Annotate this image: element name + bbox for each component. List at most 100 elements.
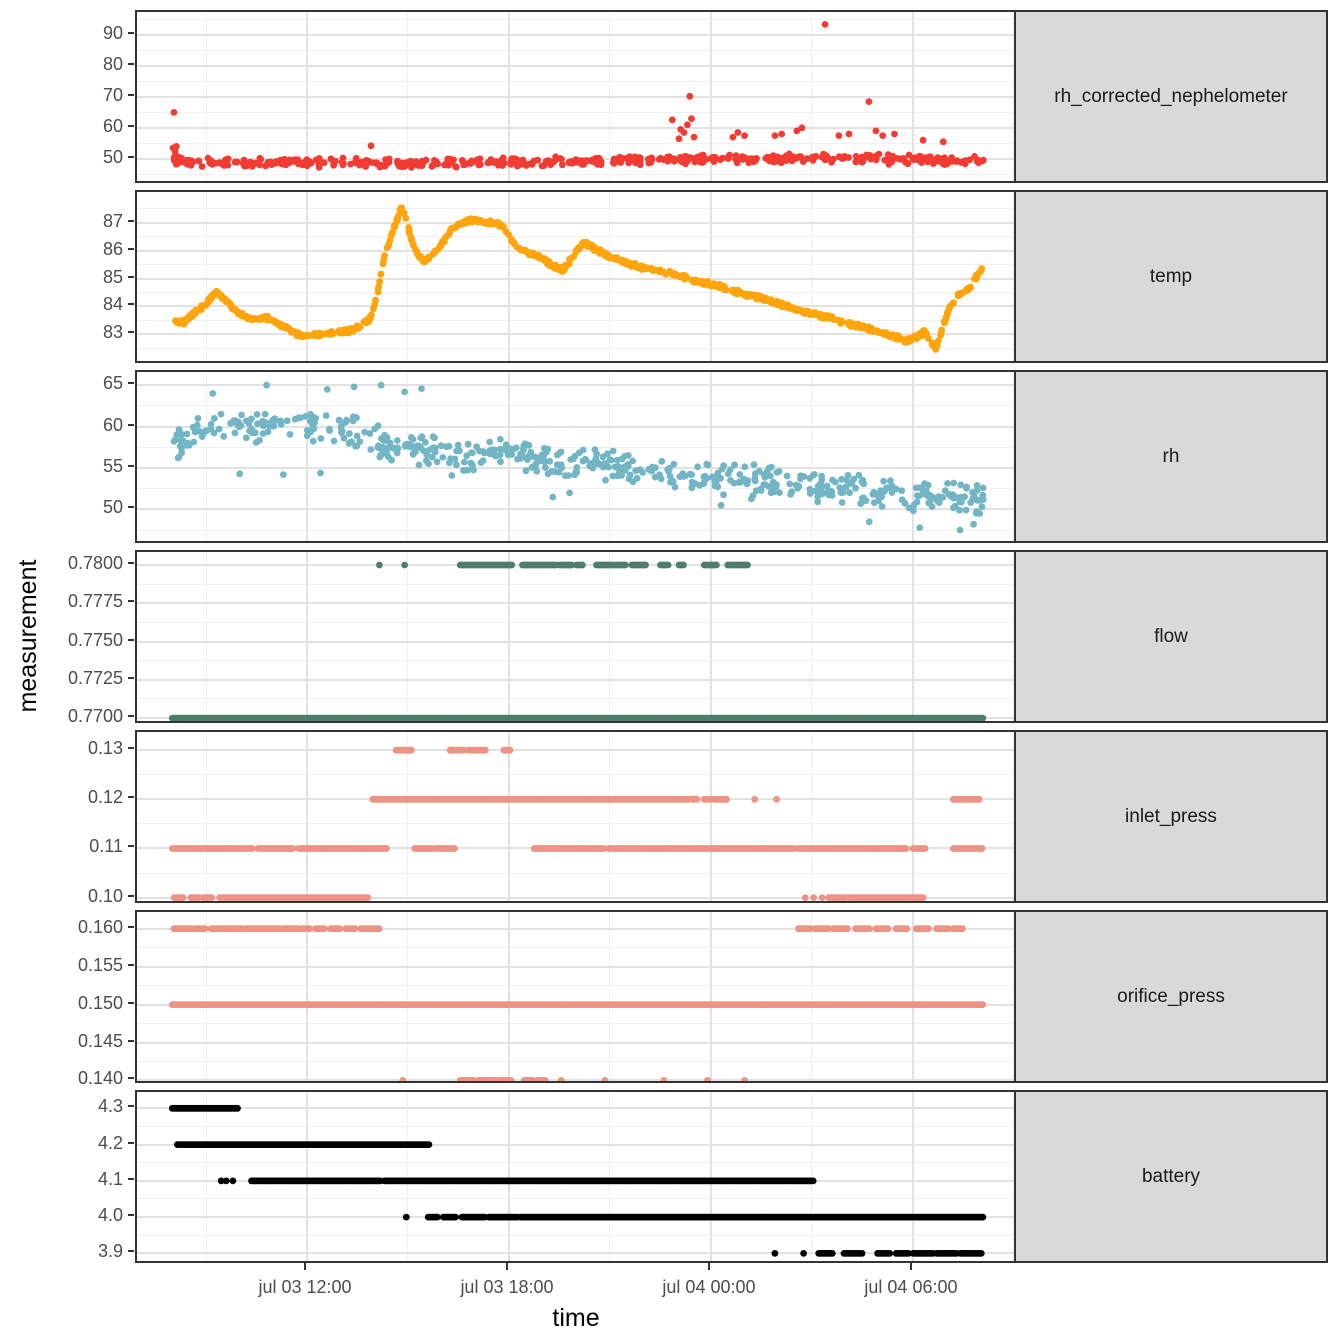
data-point xyxy=(910,156,918,164)
y-tick-label: 0.150 xyxy=(77,992,123,1013)
data-point xyxy=(732,155,739,163)
gridline-minor xyxy=(137,405,1014,407)
data-point xyxy=(561,472,569,480)
data-point xyxy=(217,410,225,418)
data-point xyxy=(656,268,664,276)
data-point xyxy=(690,133,698,141)
y-tick-mark xyxy=(128,506,134,509)
data-point xyxy=(846,489,853,497)
data-point xyxy=(621,561,629,569)
gridline-minor xyxy=(137,111,1014,113)
data-point xyxy=(873,491,881,499)
data-point xyxy=(855,471,863,479)
data-point xyxy=(776,489,783,496)
data-point xyxy=(377,381,385,389)
y-tick-label: 85 xyxy=(102,266,123,287)
data-point xyxy=(383,845,390,852)
data-point xyxy=(263,381,270,389)
data-point xyxy=(486,159,494,166)
data-point xyxy=(773,481,780,488)
data-point xyxy=(346,430,353,437)
data-point xyxy=(474,156,481,164)
gridline-major xyxy=(306,12,308,181)
y-tick-mark xyxy=(128,676,134,679)
data-point xyxy=(283,417,291,425)
gridline-minor xyxy=(205,552,207,721)
data-point xyxy=(810,471,817,479)
data-point xyxy=(193,421,201,429)
y-tick-label: 0.7775 xyxy=(67,591,123,612)
data-point xyxy=(704,461,712,469)
data-point xyxy=(818,894,826,901)
gridline-minor xyxy=(609,912,611,1081)
data-point xyxy=(885,161,893,168)
data-point xyxy=(467,459,475,467)
data-point xyxy=(660,1077,668,1081)
data-point xyxy=(709,282,717,289)
data-point xyxy=(326,427,333,434)
gridline-minor xyxy=(137,319,1014,321)
data-point xyxy=(303,432,311,440)
gridline-major xyxy=(507,732,510,901)
y-tick-mark xyxy=(128,796,134,799)
data-point xyxy=(208,894,216,901)
data-point xyxy=(385,242,392,249)
data-point xyxy=(973,482,981,489)
data-point xyxy=(418,385,425,392)
data-point xyxy=(571,471,578,479)
data-point xyxy=(407,434,415,441)
data-point xyxy=(888,482,896,490)
data-point xyxy=(743,480,751,488)
y-tick-mark xyxy=(128,247,134,250)
gridline-major xyxy=(137,965,1014,968)
data-point xyxy=(436,243,444,250)
data-point xyxy=(979,1001,987,1008)
gridline-minor xyxy=(407,732,409,901)
data-point xyxy=(719,154,726,162)
data-point xyxy=(664,561,672,569)
facet-strip-orifice_press: orifice_press xyxy=(1014,910,1328,1083)
data-point xyxy=(850,475,858,483)
data-point xyxy=(395,212,402,220)
data-point xyxy=(765,464,773,472)
data-point xyxy=(686,92,694,100)
data-point xyxy=(927,492,934,499)
data-point xyxy=(401,561,408,569)
data-point xyxy=(611,463,619,471)
data-point xyxy=(264,313,272,320)
gridline-major xyxy=(306,372,308,541)
gridline-major xyxy=(137,602,1014,605)
y-tick-label: 0.160 xyxy=(77,916,123,937)
data-point xyxy=(865,98,873,105)
data-point xyxy=(669,478,677,485)
data-point xyxy=(928,503,936,510)
data-point xyxy=(422,457,430,465)
data-point xyxy=(191,310,199,318)
data-point xyxy=(741,463,749,471)
data-point xyxy=(898,487,906,495)
data-point xyxy=(913,498,921,506)
data-point xyxy=(756,294,764,302)
y-tick-label: 0.145 xyxy=(77,1030,123,1051)
data-point xyxy=(897,335,905,342)
gridline-minor xyxy=(137,173,1014,175)
gridline-minor xyxy=(609,552,611,721)
data-point xyxy=(925,925,932,933)
data-point xyxy=(794,484,801,492)
data-point xyxy=(749,492,757,499)
gridline-major xyxy=(709,192,712,361)
data-point xyxy=(645,155,652,163)
data-point xyxy=(846,321,854,329)
data-point xyxy=(332,157,339,165)
data-point xyxy=(454,441,462,449)
data-point xyxy=(698,158,705,165)
data-point xyxy=(694,463,701,471)
data-point xyxy=(798,124,806,132)
data-point xyxy=(930,159,937,167)
data-point xyxy=(924,155,932,163)
data-point xyxy=(859,322,866,329)
data-point xyxy=(431,448,439,456)
data-point xyxy=(512,444,520,452)
data-point xyxy=(468,449,475,457)
data-point xyxy=(352,442,359,450)
